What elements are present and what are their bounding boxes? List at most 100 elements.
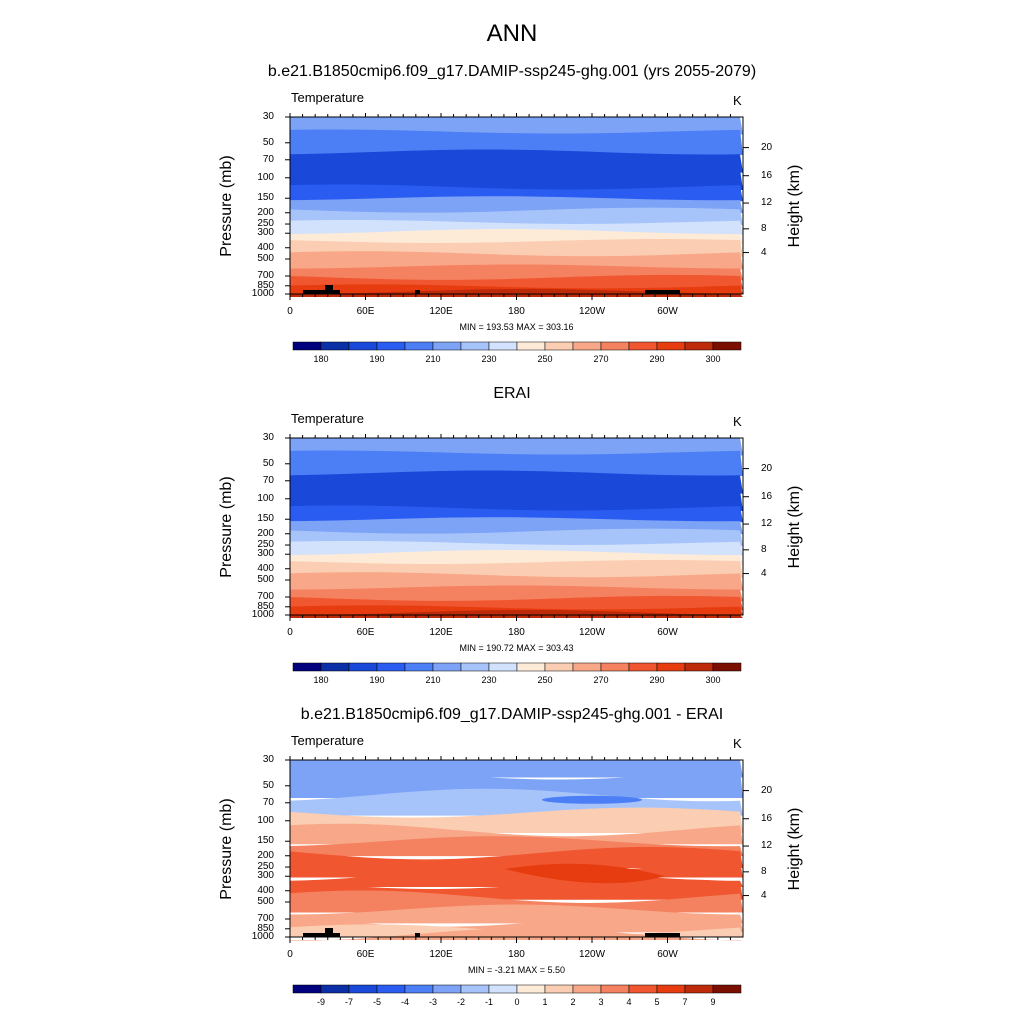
- panel-2-colorbar-box: [488, 662, 518, 672]
- panel-1-y-tick-label: 850: [257, 279, 274, 291]
- panel-1-x-tick-label: 60E: [356, 306, 375, 317]
- figure-title: ANN: [486, 20, 538, 47]
- panel-1-colorbar-box: [544, 341, 574, 351]
- panel-2-x-tick-label: 120W: [578, 627, 606, 638]
- panel-1-colorbar-box: [488, 341, 518, 351]
- panel-1-colorbar-box: [432, 341, 462, 351]
- panel-3-y-tick-label: 300: [257, 870, 274, 882]
- panel-2-y-tick-label: 400: [257, 562, 274, 574]
- panel-3-colorbar-box: [544, 984, 574, 994]
- panel-1-colorbar-label: 270: [593, 354, 609, 364]
- panel-1-band-11: [290, 251, 743, 270]
- panel-1-colorbar-box: [292, 341, 322, 351]
- panel-3-y-tick-label: 500: [257, 896, 274, 907]
- panel-3-colorbar-label: -1: [484, 997, 493, 1007]
- panel-2-x-tick-label: 0: [287, 627, 293, 638]
- panel-2-x-tick-label: 180: [508, 627, 525, 638]
- panel-3-colorbar-label: -9: [316, 997, 325, 1007]
- panel-3-colorbar-label: 5: [654, 997, 660, 1007]
- panel-1-height-tick-label: 12: [761, 197, 773, 209]
- panel-2-colorbar-box: [628, 662, 658, 672]
- panel-1-colorbar-box: [600, 341, 630, 351]
- panel-1-colorbar-box: [320, 341, 350, 351]
- panel-2-band-1: [290, 438, 743, 456]
- panel-3-topography-1: [303, 933, 340, 937]
- panel-3-colorbar-label: -4: [400, 997, 409, 1007]
- panel-1-colorbar: [292, 341, 742, 351]
- panel-3-x-tick-label: 120W: [578, 949, 606, 960]
- panel-3-topography-2: [415, 933, 420, 937]
- panel-2-colorbar-label: 180: [313, 675, 329, 685]
- panel-2-colorbar-box: [656, 662, 686, 672]
- panel-1-colorbar-box: [656, 341, 686, 351]
- panel-1-colorbar-box: [404, 341, 434, 351]
- panel-2-x-tick-label: 60W: [657, 627, 678, 638]
- panel-3-band-5: [290, 823, 743, 845]
- panel-1-topography-peak: [325, 285, 333, 294]
- panel-1-band-3: [290, 149, 743, 173]
- panel-1-x-tick-label: 60W: [657, 306, 678, 317]
- panel-3-topography-3: [645, 933, 680, 937]
- panel-2-colorbar: [292, 662, 742, 672]
- panel-3-x-tick-label: 120E: [429, 949, 453, 960]
- panel-2-y-tick-label: 150: [257, 513, 274, 525]
- panel-3-colorbar-label: 4: [626, 997, 632, 1007]
- panel-2-colorbar-label: 290: [649, 675, 665, 685]
- panel-3-colorbar-box: [348, 984, 378, 994]
- panel-3-band-11: [290, 890, 743, 913]
- panel-3-colorbar-box: [432, 984, 462, 994]
- panel-1-topography-3: [645, 290, 680, 294]
- panel-2-colorbar-box: [432, 662, 462, 672]
- panel-3-colorbar-label: 1: [542, 997, 548, 1007]
- panel-3-units-label: K: [733, 736, 742, 751]
- panel-2-y-tick-label: 100: [257, 492, 274, 504]
- panel-1-band-2: [290, 129, 743, 155]
- panel-1-height-tick-label: 20: [761, 141, 773, 153]
- panel-2-y-tick-label: 300: [257, 548, 274, 560]
- panel-2-colorbar-label: 300: [705, 675, 721, 685]
- panel-3-y-tick-label: 850: [257, 922, 274, 934]
- panel-1-band-8: [290, 219, 743, 235]
- panel-1-y-tick-label: 150: [257, 192, 274, 204]
- panel-3-title: b.e21.B1850cmip6.f09_g17.DAMIP-ssp245-gh…: [300, 706, 724, 723]
- panel-1-y-tick-label: 50: [262, 136, 274, 148]
- panel-2-colorbar-box: [404, 662, 434, 672]
- panel-2-y-tick-label: 500: [257, 574, 274, 585]
- panel-3-colorbar-label: 7: [682, 997, 688, 1007]
- panel-3-height-tick-label: 20: [761, 784, 773, 796]
- panel-1-colorbar-label: 300: [705, 354, 721, 364]
- panel-3-y-tick-label: 70: [262, 796, 274, 808]
- panel-2-height-tick-label: 16: [761, 490, 773, 502]
- panel-3-colorbar-box: [516, 984, 546, 994]
- panel-2-colorbar-label: 250: [537, 675, 553, 685]
- panel-3-colorbar-box: [600, 984, 630, 994]
- panel-3-x-tick-label: 60E: [356, 949, 375, 960]
- panel-1-y-tick-label: 70: [262, 153, 274, 165]
- panel-3-y-tick-label: 250: [257, 861, 274, 873]
- panel-1-colorbar-label: 180: [313, 354, 329, 364]
- panel-3-variable-label: Temperature: [291, 733, 364, 748]
- panel-3-colorbar-label: 2: [570, 997, 576, 1007]
- panel-2-y-tick-label: 250: [257, 539, 274, 551]
- panel-3-colorbar-box: [320, 984, 350, 994]
- panel-1-colorbar-box: [460, 341, 490, 351]
- panel-2-y-tick-label: 50: [262, 457, 274, 469]
- panel-1-colorbar-label: 210: [425, 354, 441, 364]
- panel-2-colorbar-box: [712, 662, 742, 672]
- panel-2-colorbar-box: [516, 662, 546, 672]
- panel-2-y-tick-label: 700: [257, 590, 274, 602]
- panel-3-x-tick-label: 60W: [657, 949, 678, 960]
- panel-2-band-3: [290, 470, 743, 494]
- panel-2-y-tick-label: 200: [257, 527, 274, 539]
- panel-1-y-tick-label: 300: [257, 227, 274, 239]
- panel-3-height-tick-label: 16: [761, 812, 773, 824]
- panel-1-y-tick-label: 200: [257, 206, 274, 218]
- panel-3-height-tick-label: 8: [761, 865, 767, 877]
- panel-2-band-5: [290, 505, 743, 523]
- panel-1-height-tick-label: 8: [761, 222, 767, 234]
- panel-2-colorbar-box: [348, 662, 378, 672]
- panel-2-colorbar-box: [572, 662, 602, 672]
- panel-3-x-tick-label: 180: [508, 949, 525, 960]
- panel-2-height-tick-label: 20: [761, 462, 773, 474]
